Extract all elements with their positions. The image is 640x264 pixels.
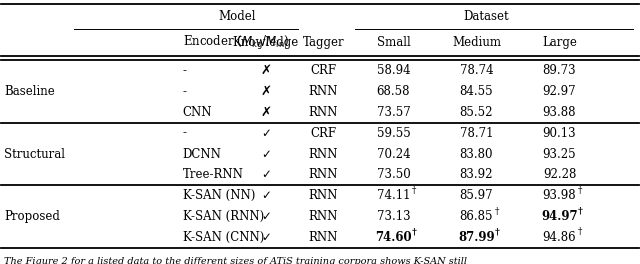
Text: CRF: CRF bbox=[310, 64, 336, 77]
Text: 89.73: 89.73 bbox=[543, 64, 576, 77]
Text: 74.60: 74.60 bbox=[375, 231, 412, 244]
Text: ✓: ✓ bbox=[260, 210, 271, 223]
Text: -: - bbox=[182, 127, 187, 140]
Text: 93.25: 93.25 bbox=[543, 148, 576, 161]
Text: 59.55: 59.55 bbox=[376, 127, 410, 140]
Text: K-SAN (CNN): K-SAN (CNN) bbox=[182, 231, 264, 244]
Text: -: - bbox=[182, 85, 187, 98]
Text: ✓: ✓ bbox=[260, 127, 271, 140]
Text: 87.99: 87.99 bbox=[458, 231, 495, 244]
Text: Model: Model bbox=[218, 10, 256, 23]
Text: 83.92: 83.92 bbox=[460, 168, 493, 181]
Text: Tree-RNN: Tree-RNN bbox=[182, 168, 244, 181]
Text: DCNN: DCNN bbox=[182, 148, 221, 161]
Text: 92.97: 92.97 bbox=[543, 85, 576, 98]
Text: †: † bbox=[412, 228, 417, 237]
Text: 73.57: 73.57 bbox=[376, 106, 410, 119]
Text: 68.58: 68.58 bbox=[377, 85, 410, 98]
Text: 85.52: 85.52 bbox=[460, 106, 493, 119]
Text: 93.88: 93.88 bbox=[543, 106, 576, 119]
Text: RNN: RNN bbox=[308, 85, 338, 98]
Text: RNN: RNN bbox=[308, 106, 338, 119]
Text: 78.74: 78.74 bbox=[460, 64, 493, 77]
Text: 90.13: 90.13 bbox=[543, 127, 576, 140]
Text: ✓: ✓ bbox=[260, 168, 271, 181]
Text: 94.86: 94.86 bbox=[543, 231, 576, 244]
Text: ✗: ✗ bbox=[260, 106, 271, 119]
Text: Baseline: Baseline bbox=[4, 85, 54, 98]
Text: 92.28: 92.28 bbox=[543, 168, 576, 181]
Text: †: † bbox=[412, 186, 417, 195]
Text: †: † bbox=[495, 206, 499, 215]
Text: Medium: Medium bbox=[452, 36, 501, 49]
Text: Large: Large bbox=[542, 36, 577, 49]
Text: K-SAN (NN): K-SAN (NN) bbox=[182, 190, 255, 202]
Text: ✗: ✗ bbox=[260, 85, 271, 98]
Text: CNN: CNN bbox=[182, 106, 212, 119]
Text: 86.85: 86.85 bbox=[460, 210, 493, 223]
Text: †: † bbox=[578, 228, 582, 237]
Text: 78.71: 78.71 bbox=[460, 127, 493, 140]
Text: 73.50: 73.50 bbox=[376, 168, 410, 181]
Text: ✓: ✓ bbox=[260, 148, 271, 161]
Text: †: † bbox=[495, 228, 500, 237]
Text: RNN: RNN bbox=[308, 210, 338, 223]
Text: CRF: CRF bbox=[310, 127, 336, 140]
Text: 85.97: 85.97 bbox=[460, 190, 493, 202]
Text: †: † bbox=[578, 186, 582, 195]
Text: RNN: RNN bbox=[308, 168, 338, 181]
Text: K-SAN (RNN): K-SAN (RNN) bbox=[182, 210, 264, 223]
Text: Structural: Structural bbox=[4, 148, 65, 161]
Text: ✓: ✓ bbox=[260, 190, 271, 202]
Text: RNN: RNN bbox=[308, 148, 338, 161]
Text: Tagger: Tagger bbox=[302, 36, 344, 49]
Text: 94.97: 94.97 bbox=[541, 210, 578, 223]
Text: The Figure 2 for a listed data to the different sizes of ATiS training corpora s: The Figure 2 for a listed data to the di… bbox=[4, 257, 467, 264]
Text: Proposed: Proposed bbox=[4, 210, 60, 223]
Text: Knowledge: Knowledge bbox=[232, 36, 299, 49]
Text: 70.24: 70.24 bbox=[376, 148, 410, 161]
Text: ✓: ✓ bbox=[260, 231, 271, 244]
Text: ✗: ✗ bbox=[260, 64, 271, 77]
Text: †: † bbox=[578, 206, 583, 215]
Text: -: - bbox=[182, 64, 187, 77]
Text: RNN: RNN bbox=[308, 190, 338, 202]
Text: 73.13: 73.13 bbox=[376, 210, 410, 223]
Text: 74.11: 74.11 bbox=[377, 190, 410, 202]
Text: 58.94: 58.94 bbox=[376, 64, 410, 77]
Text: Encoder ($M_{\rm kg}$/$M_{\rm in}$): Encoder ($M_{\rm kg}$/$M_{\rm in}$) bbox=[182, 34, 289, 51]
Text: 84.55: 84.55 bbox=[460, 85, 493, 98]
Text: 93.98: 93.98 bbox=[543, 190, 576, 202]
Text: RNN: RNN bbox=[308, 231, 338, 244]
Text: 83.80: 83.80 bbox=[460, 148, 493, 161]
Text: Dataset: Dataset bbox=[463, 10, 509, 23]
Text: Small: Small bbox=[376, 36, 410, 49]
